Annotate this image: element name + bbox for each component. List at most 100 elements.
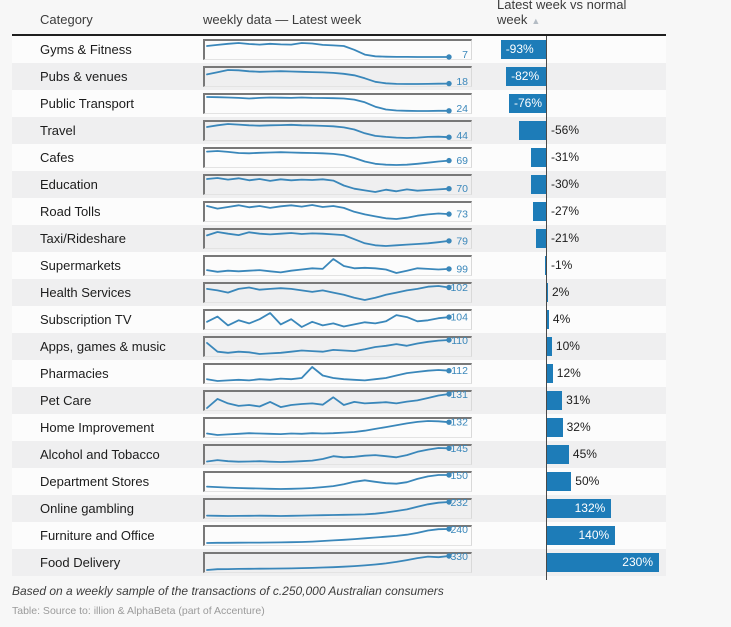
change-pct-label: 230% [622,555,653,569]
endpoint-dot [446,134,452,140]
table-row: Online gambling 232 132% [12,495,666,522]
trend-line [206,420,450,436]
table-body: Gyms & Fitness 7 -93% Pubs & venues 18 -82% Pu… [12,36,666,576]
table-row: Travel 44 -56% [12,117,666,144]
endpoint-dot [446,419,452,425]
category-table: Category weekly data — Latest week Lates… [12,0,666,576]
column-header-latest-vs-normal[interactable]: Latest week vs normal week ▲ [497,0,649,29]
change-pct-label: 12% [556,366,581,380]
trend-line [206,555,450,571]
sparkline: 330 [203,551,472,573]
sort-asc-icon: ▲ [531,16,541,26]
sparkline: 69 [203,147,472,168]
trend-line [206,150,450,166]
latest-value-label: 104 [450,312,468,324]
endpoint-dot [446,553,452,559]
table-row: Public Transport 24 -76% [12,90,666,117]
sparkline: 24 [203,93,472,115]
sparkline: 79 [203,228,472,249]
column-header-latest-vs-normal-label: Latest week vs normal week [497,0,627,27]
endpoint-dot [446,337,452,343]
trend-line [206,312,450,328]
endpoint-dot [446,368,452,374]
latest-value-label: 240 [450,524,468,536]
change-bar: 230% [547,553,659,572]
table-row: Cafes 69 -31% [12,144,666,171]
sparkline: 145 [203,443,472,465]
change-pct-label: -27% [551,204,580,218]
table-row: Health Services 102 2% [12,279,666,306]
change-pct-label: -93% [505,42,534,56]
sparkline: 104 [203,309,472,330]
table-row: Pet Care 131 31% [12,387,666,414]
table-row: Gyms & Fitness 7 -93% [12,36,666,63]
change-bar [547,472,572,491]
change-pct-label: 32% [566,420,591,434]
category-label: Furniture and Office [40,528,155,543]
latest-value-label: 70 [456,183,468,195]
change-bar: -76% [509,94,546,113]
category-label: Pharmacies [40,366,109,381]
sparkline: 18 [203,66,472,88]
change-bar: -93% [500,40,546,59]
change-pct-label: 4% [552,312,571,326]
category-label: Travel [40,123,76,138]
trend-line [206,42,450,58]
category-label: Department Stores [40,474,150,489]
sparkline: 131 [203,389,472,411]
trend-line [206,123,450,139]
table-row: Supermarkets 99 -1% [12,252,666,279]
endpoint-dot [446,526,452,532]
latest-value-label: 18 [456,76,468,88]
table-row: Home Improvement 132 32% [12,414,666,441]
endpoint-dot [446,186,452,192]
table-row: Apps, games & music 110 10% [12,333,666,360]
table-row: Pubs & venues 18 -82% [12,63,666,90]
latest-value-label: 79 [456,235,468,247]
sparkline: 102 [203,282,472,303]
endpoint-dot [446,266,452,272]
change-bar: -82% [506,67,546,86]
endpoint-dot [446,108,452,114]
change-bar [531,175,546,194]
change-bar [518,121,546,140]
change-pct-label: 31% [566,393,591,407]
endpoint-dot [446,238,452,244]
category-label: Public Transport [40,96,134,111]
latest-value-label: 145 [450,443,468,455]
latest-value-label: 7 [462,49,468,61]
table-row: Food Delivery 330 230% [12,549,666,576]
change-bar [547,337,552,356]
category-label: Taxi/Rideshare [40,231,126,246]
sparkline: 240 [203,524,472,546]
change-pct-label: -1% [551,258,573,272]
sparkline: 110 [203,335,472,357]
trend-line [206,258,450,274]
column-header-category: Category [40,12,93,27]
trend-line [206,339,450,355]
change-pct-label: -82% [511,69,540,83]
category-label: Pubs & venues [40,69,128,84]
latest-value-label: 44 [456,130,468,142]
endpoint-dot [446,445,452,451]
change-bar [530,148,546,167]
change-bar [545,256,546,275]
latest-value-label: 99 [456,263,468,275]
table-row: Road Tolls 73 -27% [12,198,666,225]
trend-line [206,528,450,544]
bar-zero-axis [546,36,547,580]
change-pct-label: 45% [572,447,597,461]
endpoint-dot [446,80,452,87]
category-label: Subscription TV [40,312,132,327]
latest-value-label: 73 [456,209,468,221]
column-header-weekly-data: weekly data — Latest week [203,12,362,27]
latest-value-label: 110 [451,335,468,347]
category-label: Education [40,177,98,192]
sparkline: 44 [203,120,472,142]
latest-value-label: 232 [450,497,468,509]
trend-line [206,69,450,85]
trend-line [206,177,450,193]
latest-value-label: 69 [456,155,468,167]
latest-value-label: 112 [451,365,468,377]
